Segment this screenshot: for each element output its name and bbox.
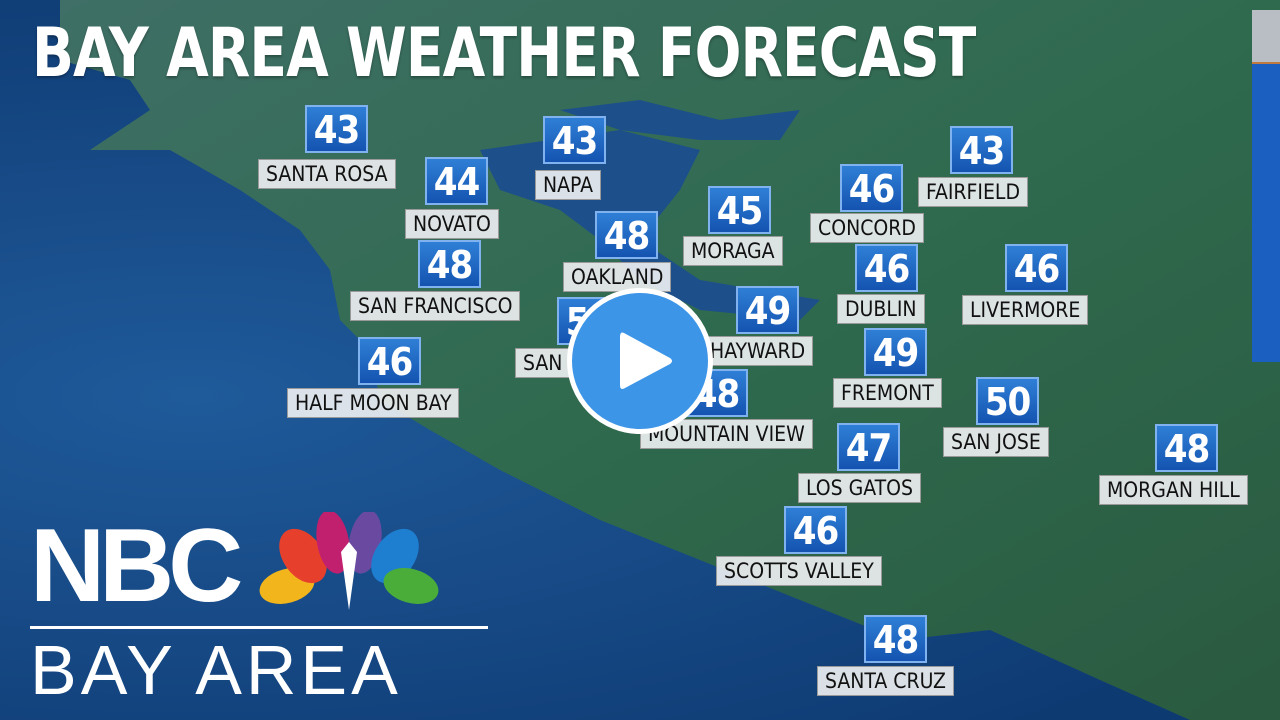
logo-region: BAY AREA xyxy=(30,631,402,709)
city-label: OAKLAND xyxy=(563,262,672,292)
temperature-badge: 50 xyxy=(976,377,1039,425)
city-label: SANTA CRUZ xyxy=(817,666,954,696)
city-label: HALF MOON BAY xyxy=(287,388,460,418)
city-label: SAN FRANCISCO xyxy=(350,291,521,321)
city-label: MORAGA xyxy=(683,236,783,266)
city-label: SCOTTS VALLEY xyxy=(716,556,882,586)
temperature-badge: 44 xyxy=(425,157,488,205)
logo-divider xyxy=(30,626,488,629)
temperature-badge: 48 xyxy=(418,240,481,288)
city-label: HAYWARD xyxy=(702,336,814,366)
temperature-badge: 46 xyxy=(1005,244,1068,292)
city-label: MORGAN HILL xyxy=(1099,475,1248,505)
play-button[interactable] xyxy=(567,288,713,434)
city-label: NAPA xyxy=(535,170,602,200)
nbc-bay-area-logo: NBC BAY AREA xyxy=(30,512,492,705)
logo-brand: NBC xyxy=(30,508,243,624)
temperature-badge: 48 xyxy=(595,211,658,259)
city-label: LOS GATOS xyxy=(798,473,921,503)
temperature-badge: 45 xyxy=(708,186,771,234)
peacock-icon xyxy=(259,512,439,610)
city-label: CONCORD xyxy=(810,213,924,243)
city-label: LIVERMORE xyxy=(962,295,1089,325)
temperature-badge: 43 xyxy=(305,105,368,153)
temperature-badge: 47 xyxy=(837,423,900,471)
city-label: SANTA ROSA xyxy=(258,159,396,189)
temperature-badge: 46 xyxy=(784,506,847,554)
temperature-badge: 48 xyxy=(1155,424,1218,472)
temperature-badge: 46 xyxy=(855,244,918,292)
temperature-badge: 48 xyxy=(864,615,927,663)
city-label: NOVATO xyxy=(405,209,499,239)
city-label: FAIRFIELD xyxy=(918,177,1028,207)
temperature-badge: 46 xyxy=(840,164,903,212)
page-title: BAY AREA WEATHER FORECAST xyxy=(32,14,976,93)
temperature-badge: 49 xyxy=(736,286,799,334)
play-icon xyxy=(620,332,672,389)
temperature-badge: 46 xyxy=(358,337,421,385)
temperature-badge: 43 xyxy=(950,126,1013,174)
city-label: SAN JOSE xyxy=(943,427,1049,457)
temperature-badge: 43 xyxy=(543,116,606,164)
city-label: FREMONT xyxy=(833,378,942,408)
temperature-badge: 49 xyxy=(864,328,927,376)
city-label: MOUNTAIN VIEW xyxy=(640,419,813,449)
city-label: DUBLIN xyxy=(837,294,925,324)
side-panel xyxy=(1252,10,1280,362)
